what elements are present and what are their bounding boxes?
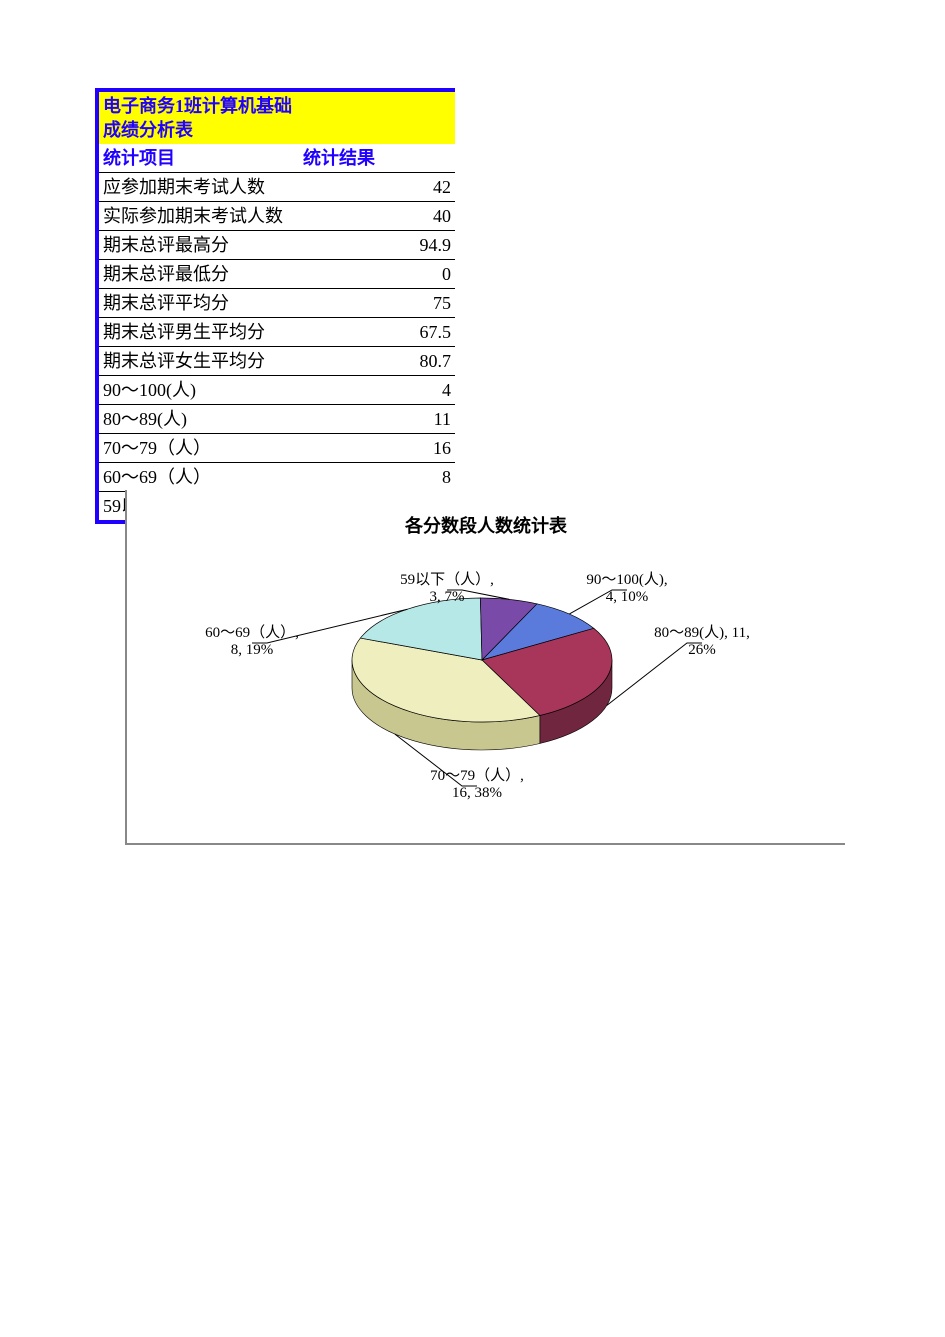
table-row-label: 期末总评平均分 — [99, 289, 299, 318]
table-title: 电子商务1班计算机基础 成绩分析表 — [99, 92, 299, 144]
table-row-label: 80～89(人) — [99, 405, 299, 434]
pie-chart — [327, 585, 637, 775]
table-row-label: 期末总评女生平均分 — [99, 347, 299, 376]
col1-header: 统计项目 — [99, 144, 299, 173]
stats-table: 电子商务1班计算机基础 成绩分析表 统计项目 统计结果 应参加期末考试人数42实… — [95, 88, 455, 524]
pie-slice-label: 90～100(人),4, 10% — [557, 572, 697, 606]
pie-slice-label: 60～69（人）,8, 19% — [182, 625, 322, 659]
table-row-value: 42 — [299, 173, 455, 202]
chart-title: 各分数段人数统计表 — [127, 512, 845, 538]
table-row-value: 40 — [299, 202, 455, 231]
table-row-value: 94.9 — [299, 231, 455, 260]
table-row-value: 11 — [299, 405, 455, 434]
table-row-label: 70～79（人） — [99, 434, 299, 463]
pie-slice-label: 70～79（人）,16, 38% — [407, 768, 547, 802]
table-row-value: 16 — [299, 434, 455, 463]
table-row-label: 应参加期末考试人数 — [99, 173, 299, 202]
table-row-label: 期末总评最低分 — [99, 260, 299, 289]
table-row-label: 实际参加期末考试人数 — [99, 202, 299, 231]
table-row-label: 60～69（人） — [99, 463, 299, 492]
table-row-value: 4 — [299, 376, 455, 405]
table-row-value: 67.5 — [299, 318, 455, 347]
table-row-value: 80.7 — [299, 347, 455, 376]
table-row-label: 期末总评最高分 — [99, 231, 299, 260]
pie-slice-label: 80～89(人), 11,26% — [632, 625, 772, 659]
pie-chart-panel: 各分数段人数统计表 90～100(人),4, 10% 80～89(人), 11,2… — [125, 490, 845, 845]
table-row-value: 8 — [299, 463, 455, 492]
table-row-value: 0 — [299, 260, 455, 289]
table-row-label: 期末总评男生平均分 — [99, 318, 299, 347]
col2-header: 统计结果 — [299, 144, 455, 173]
table-row-label: 90～100(人) — [99, 376, 299, 405]
pie-slice-label: 59以下（人）,3, 7% — [377, 572, 517, 606]
table-row-value: 75 — [299, 289, 455, 318]
